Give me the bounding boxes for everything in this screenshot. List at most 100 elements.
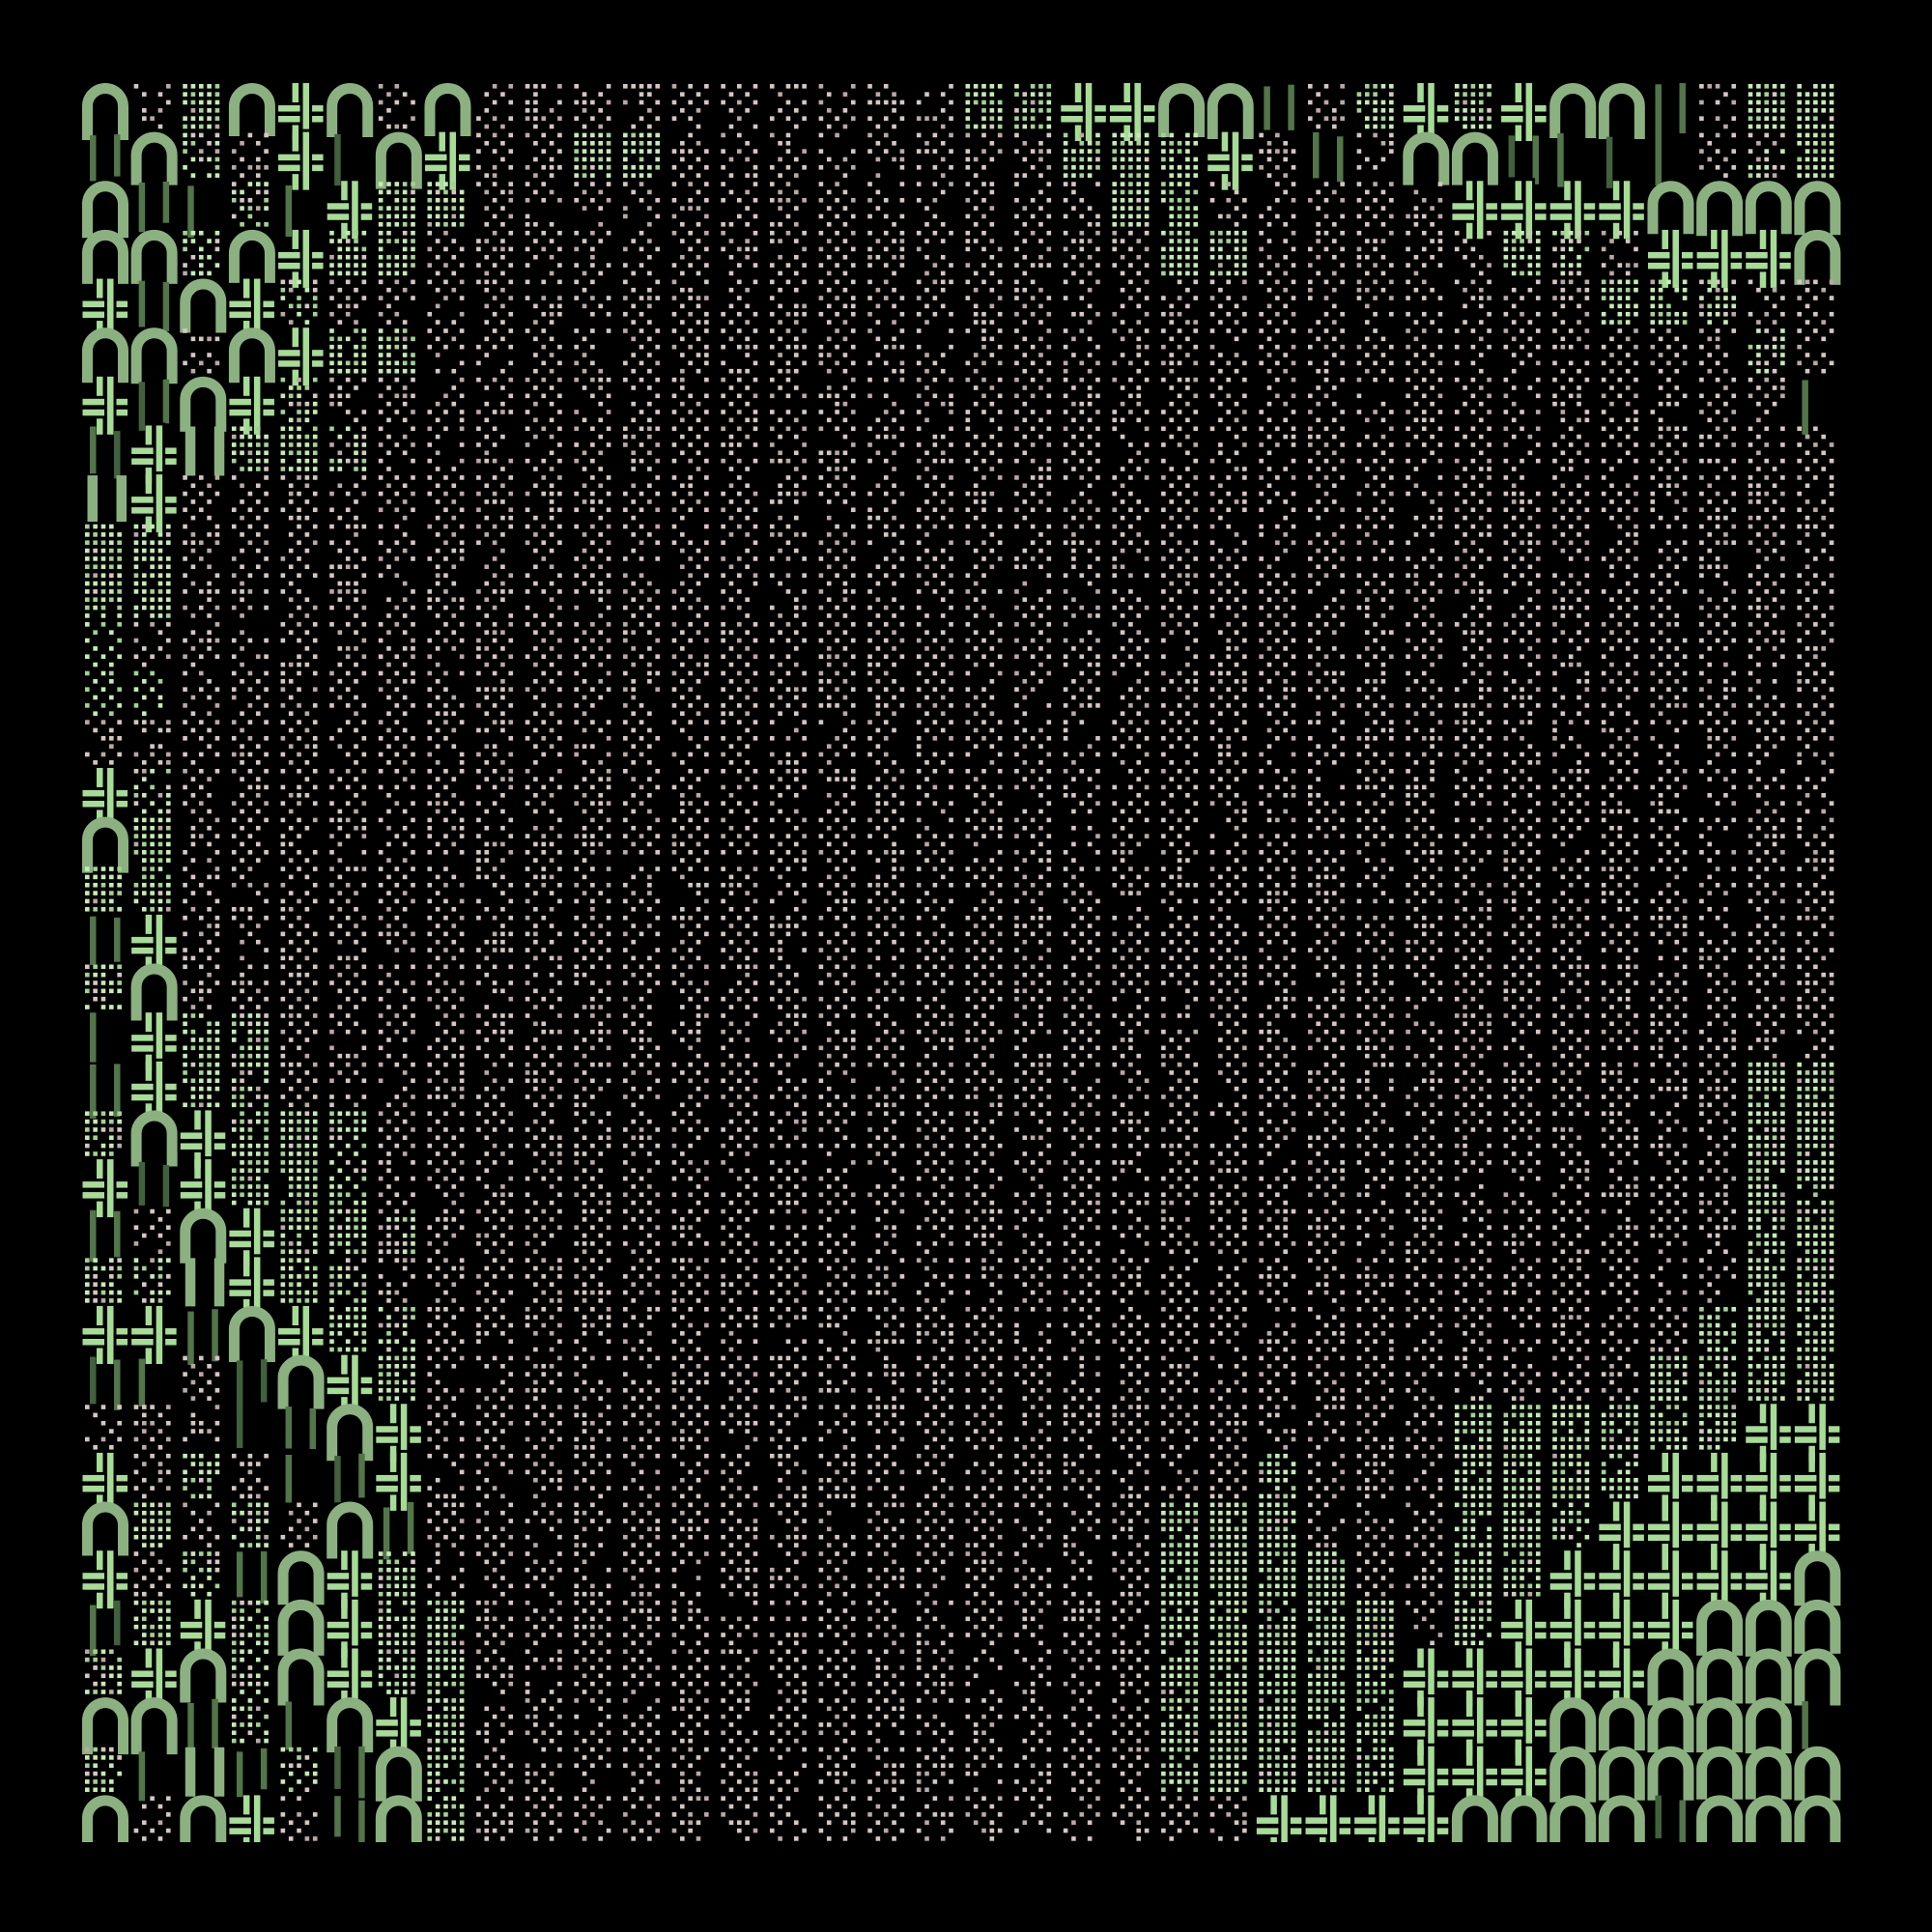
grid-cell [1802, 380, 1808, 435]
grid-cell [1406, 426, 1443, 471]
grid-cell [183, 230, 220, 276]
grid-cell [671, 132, 709, 178]
grid-cell [1112, 182, 1150, 227]
grid-cell [769, 426, 807, 471]
grid-cell [1605, 136, 1613, 188]
grid-cell [1356, 377, 1394, 423]
grid-cell [1598, 83, 1645, 139]
grid-cell [1063, 182, 1100, 227]
grid-cell [1699, 132, 1737, 178]
grid-cell [1209, 426, 1247, 471]
grid-cell [329, 475, 367, 521]
grid-cell [916, 84, 953, 129]
grid-cell [285, 185, 293, 238]
grid-cell [574, 328, 611, 374]
grid-cell [1406, 377, 1443, 423]
grid-cell [818, 426, 856, 471]
grid-cell [1014, 426, 1052, 471]
grid-cell [1400, 82, 1452, 144]
grid-cell [1743, 226, 1794, 291]
grid-cell [421, 128, 473, 193]
grid-cell [226, 275, 277, 340]
grid-cell [183, 84, 220, 129]
grid-cell [424, 83, 471, 136]
grid-cell [1259, 279, 1296, 325]
grid-cell [1209, 230, 1247, 276]
grid-cell [1508, 135, 1540, 185]
grid-cell [183, 132, 220, 178]
grid-cell [280, 475, 318, 521]
grid-cell [1797, 328, 1834, 374]
grid-cell [378, 230, 415, 276]
grid-cell [867, 230, 905, 276]
grid-cell [1596, 178, 1647, 242]
grid-cell [721, 328, 758, 374]
grid-cell [280, 279, 318, 325]
grid-cell [525, 279, 562, 325]
grid-cell [1552, 230, 1590, 276]
grid-cell [1313, 131, 1344, 183]
grid-cell [1699, 377, 1737, 423]
grid-cell [226, 373, 277, 438]
grid-cell [867, 182, 905, 227]
grid-cell [867, 279, 905, 325]
grid-cell [1406, 230, 1443, 276]
grid-cell [818, 132, 856, 178]
grid-cell [965, 182, 995, 227]
grid-cell [1794, 229, 1841, 285]
grid-cell [623, 426, 660, 471]
grid-cell [1601, 230, 1638, 276]
grid-cell [769, 377, 807, 423]
grid-cell [1498, 178, 1549, 242]
grid-cell [183, 328, 220, 374]
grid-cell [769, 84, 807, 129]
grid-cell [1503, 279, 1541, 325]
grid-cell [378, 279, 415, 325]
grid-cell [427, 279, 465, 325]
grid-cell [138, 280, 170, 331]
grid-cell [476, 475, 514, 521]
grid-cell [1161, 426, 1199, 471]
grid-cell [1112, 328, 1150, 374]
grid-cell [525, 377, 562, 423]
grid-cell [623, 132, 660, 178]
grid-cell [1308, 377, 1345, 423]
grid-cell [525, 230, 562, 276]
grid-cell [82, 83, 128, 140]
grid-cell [1747, 426, 1785, 471]
grid-cell [1454, 84, 1492, 129]
grid-cell [1747, 377, 1785, 423]
grid-cell [1063, 426, 1100, 471]
grid-cell [130, 327, 178, 384]
grid-cell [1601, 328, 1638, 374]
grid-cell [916, 279, 953, 325]
grid-cell [721, 182, 758, 227]
grid-cell [1356, 230, 1394, 276]
grid-cell [1308, 328, 1345, 374]
grid-cell [818, 279, 856, 325]
grid-cell [128, 422, 180, 487]
grid-cell [1498, 82, 1549, 144]
grid-cell [329, 426, 367, 471]
grid-cell [180, 376, 227, 432]
grid-cell [1209, 182, 1247, 227]
grid-cell [82, 373, 130, 438]
grid-cell [574, 182, 611, 227]
grid-cell [1209, 377, 1247, 423]
grid-cell [1699, 84, 1737, 129]
grid-cell [329, 230, 367, 276]
grid-cell [1259, 426, 1296, 471]
grid-cell [82, 229, 128, 284]
grid-cell [916, 182, 953, 227]
grid-cell [427, 182, 465, 227]
grid-cell [525, 475, 562, 521]
grid-cell [916, 377, 953, 423]
grid-cell [1552, 426, 1590, 471]
grid-cell [133, 84, 171, 129]
grid-cell [525, 328, 562, 374]
grid-cell [1063, 132, 1100, 178]
grid-cell [1014, 328, 1052, 374]
grid-cell [574, 426, 611, 471]
grid-cell [231, 426, 269, 471]
grid-cell [280, 426, 318, 471]
